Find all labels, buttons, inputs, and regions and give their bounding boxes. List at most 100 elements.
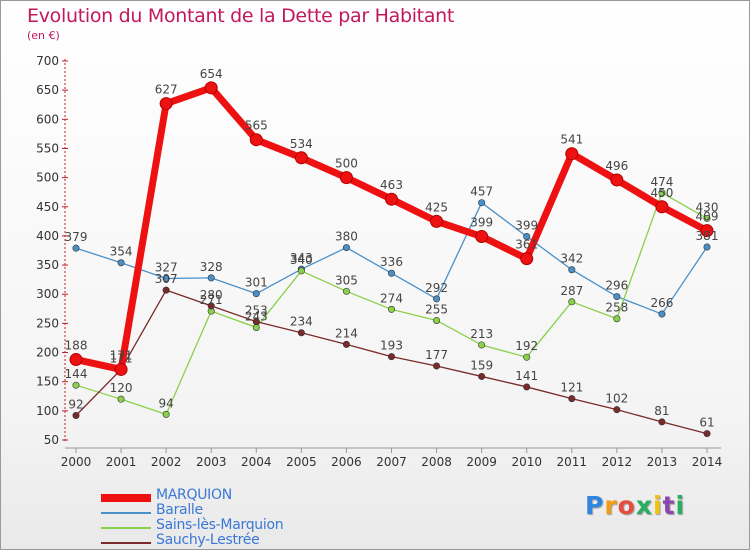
data-point-marquion	[700, 224, 714, 238]
data-point-baralle	[478, 199, 486, 207]
data-point-sains-les-marquion	[478, 341, 486, 349]
data-point-marquion	[294, 151, 308, 165]
logo-letter: i	[675, 491, 686, 520]
data-label-sauchy-lestree: 253	[245, 304, 268, 318]
data-label-sains-les-marquion: 255	[425, 302, 448, 316]
data-point-sauchy-lestree	[613, 406, 621, 414]
data-label-sains-les-marquion: 340	[290, 253, 313, 267]
data-label-baralle: 266	[650, 296, 673, 310]
data-label-sauchy-lestree: 171	[110, 351, 133, 365]
data-label-sauchy-lestree: 214	[335, 326, 358, 340]
data-point-marquion	[475, 230, 489, 244]
data-point-marquion	[339, 171, 353, 185]
data-point-sains-les-marquion	[387, 305, 395, 313]
data-point-baralle	[568, 266, 576, 274]
data-point-baralle	[387, 269, 395, 277]
data-point-sauchy-lestree	[72, 412, 80, 420]
logo-letter: t	[662, 491, 676, 520]
legend-swatch-sauchy	[101, 542, 151, 544]
data-label-sains-les-marquion: 305	[335, 273, 358, 287]
data-label-sauchy-lestree: 307	[155, 272, 178, 286]
data-label-sains-les-marquion: 274	[380, 291, 403, 305]
x-tick-label: 2001	[106, 455, 137, 469]
data-label-baralle: 342	[560, 252, 583, 266]
y-tick-label: 100	[36, 404, 59, 418]
data-label-sauchy-lestree: 121	[560, 381, 583, 395]
x-tick-label: 2000	[61, 455, 92, 469]
data-label-sains-les-marquion: 258	[605, 301, 628, 315]
data-point-baralle	[613, 293, 621, 301]
proxiti-logo: Proxiti	[585, 491, 685, 520]
data-label-sains-les-marquion: 213	[470, 327, 493, 341]
series-line-marquion	[75, 84, 709, 373]
x-tick-label: 2010	[511, 455, 542, 469]
data-point-marquion	[204, 81, 218, 95]
data-label-baralle: 457	[470, 185, 493, 199]
data-label-marquion: 425	[425, 200, 448, 214]
data-label-sauchy-lestree: 193	[380, 339, 403, 353]
logo-letter: r	[604, 491, 618, 520]
chart-subtitle: (en €)	[27, 29, 60, 42]
data-label-sains-les-marquion: 192	[515, 339, 538, 353]
data-label-baralle: 296	[605, 279, 628, 293]
data-point-marquion	[520, 252, 534, 266]
legend-label-sauchy: Sauchy-Lestrée	[156, 532, 260, 548]
data-label-sauchy-lestree: 81	[654, 404, 669, 418]
data-label-marquion: 541	[560, 133, 583, 147]
data-label-marquion: 188	[65, 339, 88, 353]
y-tick-label: 300	[36, 287, 59, 301]
data-label-sains-les-marquion: 271	[200, 293, 223, 307]
y-tick-label: 350	[36, 258, 59, 272]
legend-swatch-sains	[101, 527, 151, 529]
data-label-baralle: 343	[290, 251, 313, 265]
data-point-baralle	[252, 290, 260, 298]
data-point-baralle	[433, 295, 441, 303]
y-tick-label: 400	[36, 229, 59, 243]
x-tick-label: 2006	[331, 455, 362, 469]
data-point-baralle	[72, 244, 80, 252]
data-label-baralle: 327	[155, 260, 178, 274]
data-point-baralle	[162, 274, 170, 282]
data-point-marquion	[69, 353, 83, 367]
data-point-marquion	[565, 147, 579, 161]
logo-letter: x	[635, 491, 653, 520]
x-tick-label: 2005	[286, 455, 317, 469]
data-label-sains-les-marquion: 474	[650, 175, 673, 189]
data-label-sauchy-lestree: 102	[605, 392, 628, 406]
data-label-sauchy-lestree: 280	[200, 288, 223, 302]
data-label-marquion: 463	[380, 178, 403, 192]
data-point-sains-les-marquion	[658, 189, 666, 197]
data-label-marquion: 450	[650, 186, 673, 200]
data-point-marquion	[385, 192, 398, 206]
data-point-baralle	[658, 310, 666, 318]
data-point-sauchy-lestree	[703, 430, 711, 438]
x-tick-label: 2012	[602, 455, 633, 469]
legend-label-sains: Sains-lès-Marquion	[156, 517, 284, 533]
data-point-sauchy-lestree	[297, 329, 305, 337]
data-label-marquion: 627	[155, 83, 178, 97]
data-label-baralle: 354	[110, 245, 133, 259]
data-label-baralle: 292	[425, 281, 448, 295]
data-point-sauchy-lestree	[523, 383, 531, 391]
data-label-baralle: 379	[65, 230, 88, 244]
x-tick-label: 2003	[196, 455, 227, 469]
data-point-sauchy-lestree	[478, 372, 486, 380]
legend-swatch-baralle	[101, 512, 151, 514]
x-tick-label: 2013	[647, 455, 678, 469]
data-label-baralle: 301	[245, 276, 268, 290]
data-point-sains-les-marquion	[297, 267, 305, 275]
data-point-sauchy-lestree	[252, 318, 260, 326]
data-label-marquion: 500	[335, 157, 358, 171]
data-point-sains-les-marquion	[568, 298, 576, 306]
data-label-baralle: 336	[380, 255, 403, 269]
data-point-marquion	[249, 133, 263, 147]
legend-swatch-marquion	[101, 494, 151, 502]
data-point-sains-les-marquion	[342, 287, 350, 295]
legend-label-marquion: MARQUION	[156, 487, 232, 503]
data-point-sauchy-lestree	[387, 353, 395, 361]
data-point-sains-les-marquion	[162, 410, 170, 418]
y-tick-label: 200	[36, 346, 59, 360]
data-point-baralle	[117, 259, 125, 267]
data-label-marquion: 534	[290, 137, 313, 151]
data-label-baralle: 380	[335, 230, 358, 244]
